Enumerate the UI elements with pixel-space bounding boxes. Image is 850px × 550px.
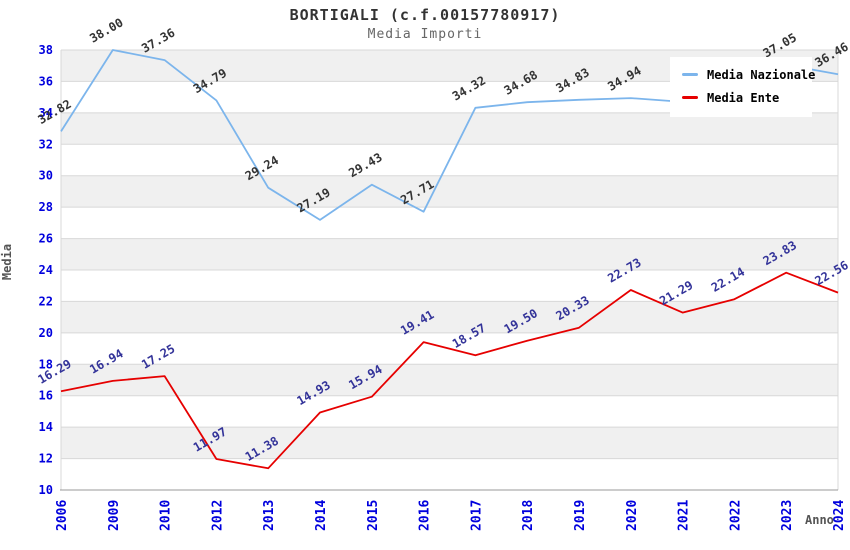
y-tick-label: 16 bbox=[39, 389, 53, 403]
legend-item-media-nazionale[interactable]: Media Nazionale bbox=[682, 63, 816, 86]
x-tick-label: 2023 bbox=[780, 500, 795, 531]
y-tick-label: 32 bbox=[39, 137, 53, 151]
x-tick-label: 2006 bbox=[55, 500, 70, 531]
legend-line-marker-icon bbox=[682, 73, 698, 76]
y-tick-label: 18 bbox=[39, 357, 53, 371]
y-tick-label: 34 bbox=[39, 106, 53, 120]
x-tick-label: 2020 bbox=[625, 500, 640, 531]
x-axis-title: Anno bbox=[805, 513, 834, 527]
y-tick-label: 20 bbox=[39, 326, 53, 340]
plot-band bbox=[61, 364, 838, 396]
x-tick-label: 2019 bbox=[573, 500, 588, 531]
x-tick-label: 2014 bbox=[314, 500, 329, 531]
legend-line-marker-icon bbox=[682, 96, 698, 99]
x-tick-label: 2017 bbox=[469, 500, 484, 531]
y-tick-label: 26 bbox=[39, 232, 53, 246]
y-tick-label: 14 bbox=[39, 420, 53, 434]
x-tick-label: 2010 bbox=[159, 500, 174, 531]
plot-band bbox=[61, 175, 838, 208]
x-tick-label: 2022 bbox=[728, 500, 743, 531]
chart-subtitle: Media Importi bbox=[367, 27, 483, 42]
chart-title: BORTIGALI (c.f.00157780917) bbox=[289, 6, 561, 24]
plot-band bbox=[61, 238, 838, 270]
point-label: 38.00 bbox=[87, 15, 125, 45]
x-tick-label: 2012 bbox=[210, 500, 225, 531]
legend-label: Media Ente bbox=[707, 90, 780, 105]
series-line-media-ente bbox=[60, 271, 839, 470]
x-tick-label: 2009 bbox=[107, 500, 122, 531]
y-tick-label: 28 bbox=[39, 200, 53, 214]
plot-band bbox=[61, 112, 838, 145]
y-tick-label: 24 bbox=[39, 263, 53, 277]
legend-item-media-ente[interactable]: Media Ente bbox=[682, 86, 812, 109]
x-tick-label: 2015 bbox=[366, 500, 381, 531]
x-tick-label: 2024 bbox=[832, 500, 847, 531]
legend: Media Nazionale Media Ente bbox=[670, 57, 816, 117]
plot-band bbox=[61, 301, 838, 333]
y-tick-label: 22 bbox=[39, 294, 53, 308]
x-tick-label: 2013 bbox=[262, 500, 277, 531]
y-tick-label: 30 bbox=[39, 169, 53, 183]
plot-band bbox=[61, 427, 838, 459]
y-tick-label: 12 bbox=[39, 452, 53, 466]
y-tick-label: 38 bbox=[39, 43, 53, 57]
x-tick-label: 2021 bbox=[677, 500, 692, 531]
legend-label: Media Nazionale bbox=[707, 67, 816, 82]
y-tick-label: 10 bbox=[39, 483, 53, 497]
x-tick-label: 2016 bbox=[418, 500, 433, 531]
y-tick-label: 36 bbox=[39, 74, 53, 88]
y-axis-title: Media bbox=[0, 243, 14, 281]
x-tick-label: 2018 bbox=[521, 500, 536, 531]
